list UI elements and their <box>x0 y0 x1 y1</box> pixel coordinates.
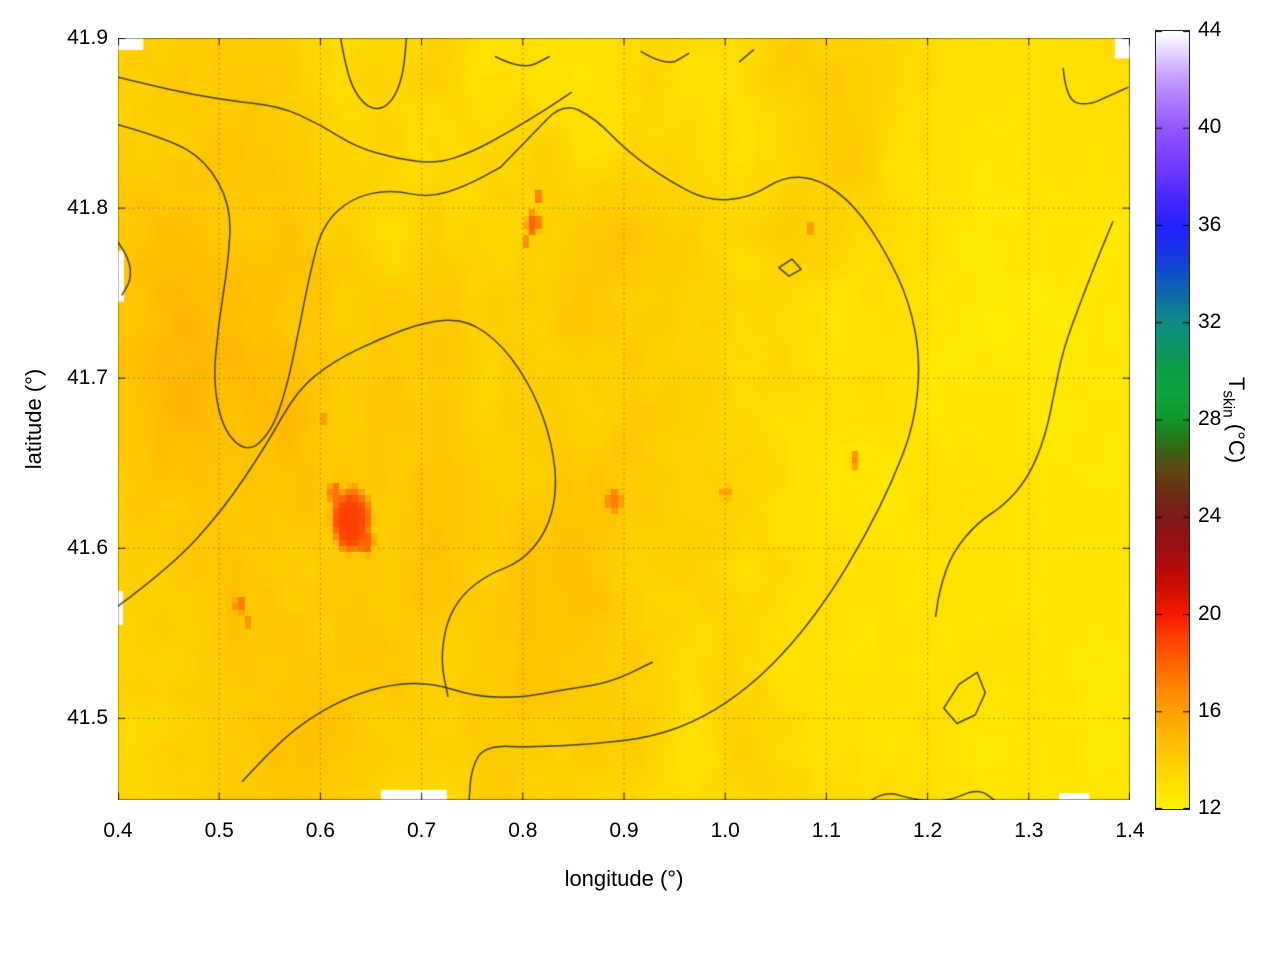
x-tick-label: 0.5 <box>204 819 234 842</box>
colorbar-label-main: T <box>1224 376 1249 391</box>
x-tick-label: 1.4 <box>1115 819 1145 842</box>
y-axis-title: latitude (°) <box>21 368 46 470</box>
colorbar-tick-label: 32 <box>1198 309 1222 333</box>
x-tick-label: 0.8 <box>508 819 538 842</box>
x-tick-label: 1.2 <box>912 819 943 842</box>
x-tick-label: 1.1 <box>811 819 841 842</box>
y-tick-label: 41.5 <box>67 706 108 730</box>
colorbar-tick-label: 24 <box>1198 504 1222 528</box>
x-tick-label: 0.9 <box>609 819 639 842</box>
colorbar-canvas <box>1155 30 1190 810</box>
x-axis-title: longitude (°) <box>564 866 684 891</box>
x-tick-label: 1.3 <box>1014 819 1044 842</box>
y-tick-label: 41.7 <box>67 366 108 390</box>
y-tick-label: 41.9 <box>67 26 108 49</box>
heatmap-canvas <box>118 38 1130 800</box>
colorbar-tick-label: 20 <box>1198 601 1222 625</box>
colorbar-tick-label: 44 <box>1198 18 1222 41</box>
colorbar-tick-label: 12 <box>1198 796 1222 819</box>
x-tick-label: 0.6 <box>305 819 335 842</box>
colorbar-tick-label: 28 <box>1198 407 1222 430</box>
y-tick-label: 41.8 <box>67 196 108 220</box>
x-tick-label: 0.7 <box>406 819 437 842</box>
colorbar-tick-label: 36 <box>1198 212 1222 236</box>
colorbar-tick-label: 16 <box>1198 698 1222 722</box>
x-tick-label: 1.0 <box>710 819 740 842</box>
colorbar-label-unit: (°C) <box>1224 417 1249 464</box>
colorbar-label: Tskin (°C) <box>1219 270 1249 570</box>
colorbar-label-sub: skin <box>1219 390 1237 418</box>
colorbar-tick-label: 40 <box>1198 115 1222 139</box>
x-tick-label: 0.4 <box>103 819 133 842</box>
y-tick-label: 41.6 <box>67 536 108 560</box>
